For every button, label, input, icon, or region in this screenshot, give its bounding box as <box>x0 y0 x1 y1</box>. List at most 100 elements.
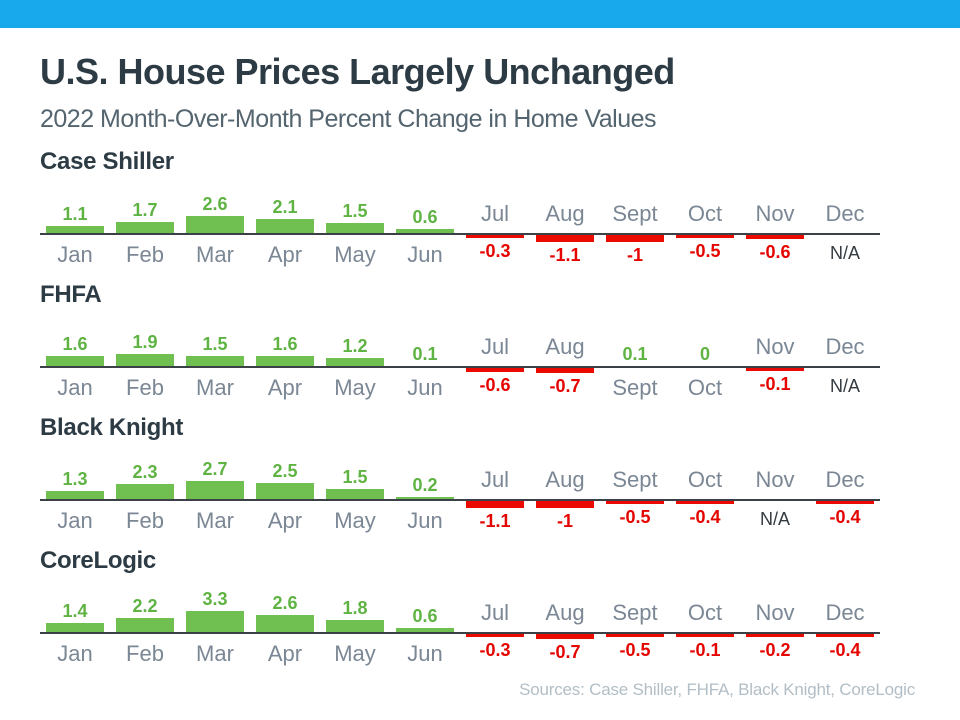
negative-bar <box>536 367 594 373</box>
value-label: 2.1 <box>272 196 298 217</box>
month-column-apr: 2.1 Apr <box>250 181 320 273</box>
month-column-jun: 0.6 Jun <box>390 181 460 273</box>
month-column-jun: 0.6 Jun <box>390 580 460 672</box>
month-column-nov: Nov -0.1 <box>740 314 810 406</box>
value-label: -1.1 <box>479 510 511 531</box>
positive-bar <box>116 617 174 632</box>
month-label: Nov <box>755 200 795 226</box>
bar-chart-fhfa: 1.6 Jan 1.9 Feb 1.5 Mar 1.6 Apr 1.2 May 0.1 Jun Jul -… <box>40 314 880 406</box>
positive-bar <box>186 480 244 499</box>
value-label: -0.1 <box>759 373 791 394</box>
charts-area: Case Shiller 1.1 Jan 1.7 Feb 2.6 Mar 2.1 Apr 1.5 M… <box>40 148 960 672</box>
month-label: Apr <box>267 374 303 400</box>
value-label: 0.2 <box>412 474 438 495</box>
month-label: Aug <box>545 599 585 625</box>
month-label: Jan <box>57 640 93 666</box>
month-column-mar: 2.6 Mar <box>180 181 250 273</box>
month-label: Mar <box>196 241 234 267</box>
month-column-oct: Oct -0.1 <box>670 580 740 672</box>
negative-bar <box>676 633 734 637</box>
negative-bar <box>466 633 524 637</box>
month-label: Mar <box>196 374 234 400</box>
month-column-feb: 1.7 Feb <box>110 181 180 273</box>
month-column-apr: 2.6 Apr <box>250 580 320 672</box>
negative-bar <box>746 234 804 239</box>
positive-bar <box>116 353 174 366</box>
positive-bar <box>396 627 454 632</box>
month-column-sept: Sept -0.5 <box>600 580 670 672</box>
month-column-jul: Jul -1.1 <box>460 447 530 539</box>
value-label: 1.9 <box>132 331 158 352</box>
month-label: Jan <box>57 507 93 533</box>
positive-bar <box>46 622 104 632</box>
section-title: CoreLogic <box>40 546 156 574</box>
value-label: 0.1 <box>412 343 438 364</box>
value-label: -0.6 <box>479 374 511 395</box>
section-title: FHFA <box>40 280 102 308</box>
negative-bar <box>746 633 804 637</box>
positive-bar <box>186 355 244 366</box>
value-label: 1.5 <box>202 333 228 354</box>
page-content: U.S. House Prices Largely Unchanged 2022… <box>0 52 960 672</box>
negative-bar <box>746 367 804 371</box>
section-corelogic: CoreLogic 1.4 Jan 2.2 Feb 3.3 Mar 2.6 Apr 1.8 May 0… <box>40 547 960 672</box>
value-label: -1 <box>626 244 643 265</box>
month-column-may: 1.8 May <box>320 580 390 672</box>
month-label: Mar <box>196 507 234 533</box>
value-label: 2.2 <box>132 595 158 616</box>
value-label: 1.2 <box>342 335 368 356</box>
month-label: Sept <box>612 200 658 226</box>
month-column-jan: 1.6 Jan <box>40 314 110 406</box>
month-label: Apr <box>267 640 303 666</box>
bar-chart-corelogic: 1.4 Jan 2.2 Feb 3.3 Mar 2.6 Apr 1.8 May 0.6 Jun Jul -… <box>40 580 880 672</box>
month-label: Dec <box>825 466 865 492</box>
value-label: -0.5 <box>619 639 651 660</box>
positive-bar <box>256 482 314 499</box>
bar-chart-case-shiller: 1.1 Jan 1.7 Feb 2.6 Mar 2.1 Apr 1.5 May 0.6 Jun Jul -… <box>40 181 880 273</box>
positive-bar <box>396 228 454 233</box>
bar-chart-black-knight: 1.3 Jan 2.3 Feb 2.7 Mar 2.5 Apr 1.5 May 0.2 Jun Jul -… <box>40 447 880 539</box>
value-label: -1.1 <box>549 244 581 265</box>
negative-bar <box>606 500 664 504</box>
na-label: N/A <box>759 508 790 529</box>
month-column-sept: 0.1 Sept <box>600 314 670 406</box>
month-column-dec: Dec -0.4 <box>810 580 880 672</box>
positive-bar <box>326 222 384 233</box>
value-label: 2.3 <box>132 461 158 482</box>
value-label: -1 <box>556 510 573 531</box>
month-column-sept: Sept -0.5 <box>600 447 670 539</box>
month-label: Oct <box>687 466 723 492</box>
month-label: May <box>334 374 376 400</box>
month-column-jun: 0.2 Jun <box>390 447 460 539</box>
month-column-oct: 0 Oct <box>670 314 740 406</box>
month-column-mar: 1.5 Mar <box>180 314 250 406</box>
month-column-oct: Oct -0.4 <box>670 447 740 539</box>
month-column-mar: 2.7 Mar <box>180 447 250 539</box>
month-column-apr: 2.5 Apr <box>250 447 320 539</box>
positive-bar <box>46 355 104 366</box>
value-label: 1.6 <box>62 333 88 354</box>
negative-bar <box>816 633 874 637</box>
value-label: -0.4 <box>829 506 861 527</box>
negative-bar <box>536 500 594 508</box>
month-label: Feb <box>126 241 164 267</box>
month-label: Apr <box>267 507 303 533</box>
month-column-feb: 1.9 Feb <box>110 314 180 406</box>
value-label: -0.3 <box>479 639 511 660</box>
month-column-nov: Nov -0.2 <box>740 580 810 672</box>
negative-bar <box>816 500 874 504</box>
month-label: Apr <box>267 241 303 267</box>
positive-bar <box>256 614 314 632</box>
month-label: Feb <box>126 374 164 400</box>
negative-bar <box>606 633 664 637</box>
month-label: Jul <box>480 333 510 359</box>
month-column-jan: 1.3 Jan <box>40 447 110 539</box>
negative-bar <box>466 234 524 238</box>
value-label: -0.4 <box>829 639 861 660</box>
value-label: 0 <box>699 343 710 364</box>
month-column-aug: Aug -0.7 <box>530 580 600 672</box>
month-label: May <box>334 241 376 267</box>
section-fhfa: FHFA 1.6 Jan 1.9 Feb 1.5 Mar 1.6 Apr 1.2 May 0.1 Jun… <box>40 281 960 406</box>
value-label: -0.1 <box>689 639 721 660</box>
month-label: Dec <box>825 333 865 359</box>
